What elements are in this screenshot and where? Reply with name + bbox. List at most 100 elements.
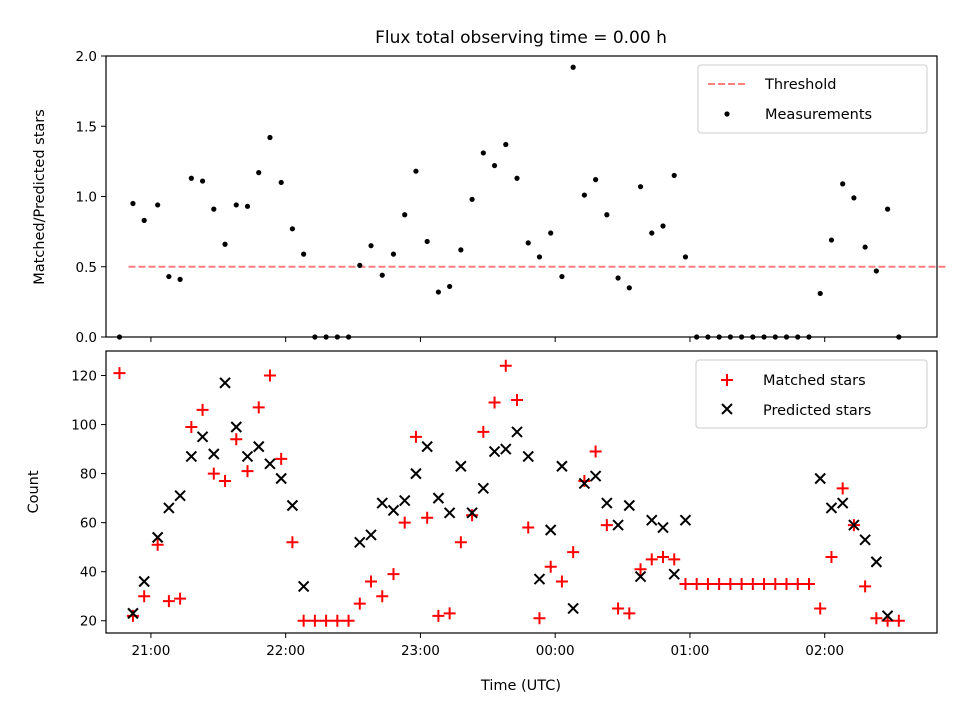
matched-star-point	[645, 553, 658, 566]
measurement-point	[503, 141, 509, 148]
predicted-star-point	[522, 450, 534, 463]
predicted-star-point	[196, 431, 209, 443]
bottom-y-tick-label: 120	[71, 369, 97, 385]
top-y-tick-label: 0.5	[76, 260, 97, 276]
matched-star-point	[544, 560, 557, 573]
matched-star-point	[499, 359, 512, 372]
predicted-star-point	[533, 573, 546, 585]
predicted-star-point	[230, 421, 242, 433]
measurement-point	[289, 226, 296, 232]
x-axis-label: Time (UTC)	[480, 678, 561, 694]
x-tick-label: 01:00	[670, 643, 709, 659]
predicted-star-point	[859, 534, 871, 546]
measurement-point	[256, 170, 262, 176]
matched-star-point	[353, 597, 366, 610]
predicted-star-point	[578, 477, 591, 490]
measurement-point	[593, 177, 599, 183]
predicted-star-point	[432, 492, 445, 504]
measurement-point	[536, 254, 543, 260]
predicted-star-point	[208, 448, 220, 460]
matched-star-point	[870, 612, 883, 625]
measurement-point	[390, 251, 397, 257]
predicted-star-point	[466, 507, 478, 519]
x-tick-label: 22:00	[266, 643, 305, 659]
measurement-point	[177, 276, 183, 282]
matched-star-point	[263, 369, 276, 382]
matched-star-point	[634, 563, 647, 576]
measurement-point	[559, 273, 565, 280]
matched-star-point	[859, 580, 872, 593]
top-y-tick-label: 1.0	[76, 190, 97, 206]
matched-star-point	[713, 577, 726, 590]
matched-star-point	[308, 614, 321, 627]
matched-star-point	[421, 511, 434, 524]
matched-star-point	[623, 607, 636, 620]
predicted-star-point	[376, 497, 388, 509]
measurement-point	[491, 162, 498, 169]
predicted-star-point	[589, 470, 602, 482]
predicted-star-point	[544, 524, 557, 536]
matched-star-point	[151, 538, 164, 551]
measurement-point	[233, 202, 239, 208]
predicted-star-point	[668, 568, 680, 580]
matched-star-point	[522, 521, 535, 534]
x-tick-label: 02:00	[805, 643, 844, 659]
top-y-tick-label: 2.0	[76, 49, 97, 65]
top-y-tick-label: 0.0	[76, 330, 97, 346]
matched-star-point	[196, 403, 209, 416]
matched-star-point	[892, 614, 905, 627]
matched-star-point	[398, 516, 411, 529]
measurement-point	[514, 175, 520, 181]
matched-star-point	[241, 465, 254, 478]
top-x-axis	[150, 337, 826, 342]
matched-star-point	[409, 430, 422, 443]
measurement-point	[862, 244, 868, 250]
predicted-star-point	[679, 514, 692, 526]
predicted-star-point	[297, 580, 310, 593]
measurement-point	[413, 168, 419, 174]
measurement-point	[469, 196, 475, 202]
matched-star-point	[701, 577, 714, 590]
measurement-point	[525, 240, 531, 246]
measurement-point	[615, 275, 621, 281]
measurement-point	[817, 290, 823, 297]
predicted-star-point	[421, 440, 433, 453]
predicted-star-point	[567, 602, 579, 615]
matched-star-point	[567, 546, 580, 559]
matched-star-point	[555, 575, 568, 588]
bottom-y-tick-label: 20	[80, 614, 97, 630]
matched-star-point	[275, 452, 288, 465]
bottom-plot-area	[113, 359, 905, 627]
matched-star-point	[376, 590, 389, 603]
measurement-point	[267, 134, 273, 141]
matched-star-point	[814, 602, 827, 615]
measurement-point	[480, 150, 486, 156]
predicted-star-point	[814, 472, 826, 485]
top-plot-area	[116, 64, 949, 340]
x-tick-label: 00:00	[536, 643, 575, 659]
measurement-point	[447, 283, 453, 290]
matched-star-point	[769, 577, 782, 590]
matched-star-point	[207, 467, 220, 480]
matched-star-point	[126, 609, 139, 622]
measurement-point	[458, 247, 464, 253]
bottom-panel: 20 40 60 80 100 120 21:00 22:00 23:00 00:00 01:00…	[26, 350, 938, 694]
measurement-point	[222, 241, 228, 247]
matched-star-point	[679, 577, 692, 590]
measurement-point	[682, 254, 689, 260]
matched-star-point	[443, 607, 456, 620]
legend-matched-label: Matched stars	[763, 373, 866, 389]
measurement-point	[188, 175, 194, 181]
measurement-point	[435, 289, 441, 295]
matched-star-point	[668, 553, 681, 566]
measurement-point	[211, 206, 217, 212]
x-tick-label: 23:00	[401, 643, 440, 659]
predicted-star-point	[185, 450, 198, 463]
bottom-legend-box	[695, 359, 928, 429]
matched-star-point	[690, 577, 703, 590]
matched-star-point	[612, 602, 625, 615]
legend-measurements-swatch	[724, 111, 730, 117]
matched-star-point	[477, 425, 490, 438]
top-y-axis: 0.0 0.5 1.0 1.5 2.0	[76, 49, 106, 346]
x-tick-label: 21:00	[131, 643, 170, 659]
